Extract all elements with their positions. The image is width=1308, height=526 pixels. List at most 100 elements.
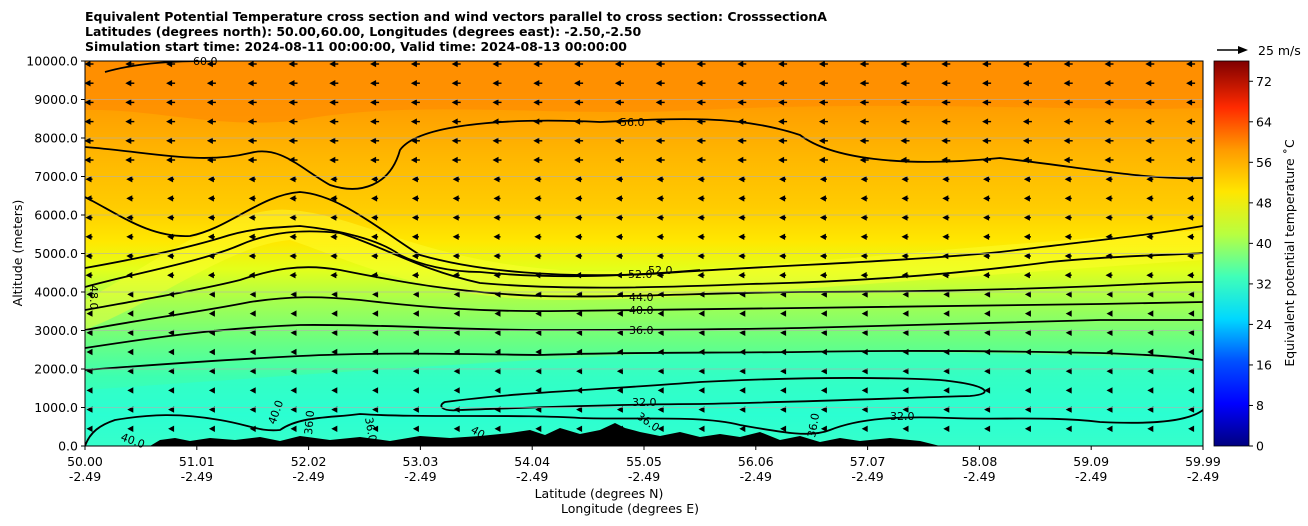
wind-vector xyxy=(493,233,500,240)
wind-vector xyxy=(533,99,540,106)
wind-vector xyxy=(818,80,825,87)
wind-vector xyxy=(860,176,867,183)
wind-vector xyxy=(410,80,417,87)
wind-vector xyxy=(1146,195,1153,202)
wind-vector xyxy=(616,387,623,394)
wind-vector xyxy=(411,272,418,279)
wind-vector xyxy=(820,348,827,356)
wind-vector xyxy=(452,252,459,260)
wind-vector xyxy=(820,368,827,375)
wind-vector xyxy=(576,329,583,336)
wind-vector xyxy=(820,406,827,413)
wind-vector xyxy=(126,176,133,183)
wind-vector xyxy=(657,387,664,394)
wind-vector xyxy=(248,252,255,260)
wind-vector xyxy=(1105,176,1112,183)
wind-vector xyxy=(206,137,213,144)
wind-vector xyxy=(288,156,295,164)
wind-vector xyxy=(698,368,705,375)
wind-vector xyxy=(125,118,132,125)
wind-vector xyxy=(1064,176,1071,183)
wind-vector xyxy=(576,425,583,432)
wind-vector xyxy=(574,80,581,87)
wind-vector xyxy=(371,214,378,221)
wind-vector xyxy=(656,195,663,202)
wind-vector xyxy=(533,137,540,144)
contour-label-36: 36.0 xyxy=(629,324,654,337)
wind-vector xyxy=(289,214,296,221)
colorbar-tick-label: 40 xyxy=(1256,236,1272,251)
wind-vector xyxy=(168,348,175,356)
wind-vector xyxy=(698,310,705,317)
wind-vector xyxy=(614,80,621,87)
wind-vector xyxy=(535,425,542,432)
wind-vector xyxy=(1188,387,1195,394)
wind-vector xyxy=(372,387,379,394)
wind-vector xyxy=(859,156,866,164)
wind-vector xyxy=(737,118,744,125)
wind-vector xyxy=(738,176,745,183)
wind-vector xyxy=(780,348,787,356)
wind-vector xyxy=(330,252,337,260)
wind-vector xyxy=(249,368,256,375)
wind-vector xyxy=(412,425,419,432)
wind-vector xyxy=(1104,137,1111,144)
wind-vector xyxy=(207,272,214,279)
wind-vector xyxy=(697,233,704,240)
wind-vector xyxy=(451,156,458,164)
wind-vector xyxy=(370,156,377,164)
wind-vector xyxy=(329,99,336,106)
wind-vector xyxy=(983,214,990,221)
wind-vector xyxy=(290,291,297,298)
wind-vector xyxy=(696,156,703,164)
wind-vector xyxy=(818,156,825,164)
wind-vector xyxy=(614,137,621,144)
wind-vector xyxy=(1188,425,1195,432)
wind-vector xyxy=(737,99,744,106)
wind-vector xyxy=(1022,99,1029,106)
chart-title-line-3: Simulation start time: 2024-08-11 00:00:… xyxy=(85,39,627,54)
wind-vector xyxy=(1188,406,1195,413)
wind-vector xyxy=(126,252,133,260)
wind-vector xyxy=(1105,233,1112,240)
wind-vector xyxy=(576,387,583,394)
colorbar-tick-label: 24 xyxy=(1256,317,1272,332)
wind-vector xyxy=(820,387,827,394)
wind-vector xyxy=(984,406,991,413)
wind-vector xyxy=(739,406,746,413)
x-tick-label-lat: 54.04 xyxy=(514,454,550,469)
wind-vector xyxy=(1145,118,1152,125)
colorbar-tick-label: 16 xyxy=(1256,357,1272,372)
wind-vector xyxy=(737,80,744,87)
wind-vector xyxy=(780,406,787,413)
wind-vector xyxy=(1065,310,1072,317)
wind-vector xyxy=(615,214,622,221)
wind-vector xyxy=(1147,348,1154,356)
wind-vector xyxy=(208,310,215,317)
wind-vector xyxy=(329,137,336,144)
wind-vector xyxy=(657,310,664,317)
wind-vector xyxy=(900,80,907,87)
wind-vector xyxy=(1064,272,1071,279)
wind-vector xyxy=(289,195,296,202)
x-tick-label-lat: 56.06 xyxy=(738,454,774,469)
wind-vector xyxy=(778,137,785,144)
wind-vector xyxy=(167,272,174,279)
wind-vector xyxy=(329,80,336,87)
wind-vector xyxy=(1024,329,1031,336)
wind-vector xyxy=(574,99,581,106)
wind-vector xyxy=(85,61,91,68)
wind-vector xyxy=(698,348,705,356)
y-tick-label: 7000.0 xyxy=(34,169,78,184)
wind-vector xyxy=(370,99,377,106)
wind-vector xyxy=(1063,61,1070,68)
wind-vector xyxy=(411,233,418,240)
wind-vector xyxy=(453,310,460,317)
wind-vector xyxy=(1024,291,1031,298)
wind-vector xyxy=(819,195,826,202)
wind-vector xyxy=(943,425,950,432)
wind-vector xyxy=(657,348,664,356)
wind-vector xyxy=(86,425,93,432)
x-tick-label-lon: -2.49 xyxy=(740,469,772,484)
wind-vector xyxy=(1023,195,1030,202)
